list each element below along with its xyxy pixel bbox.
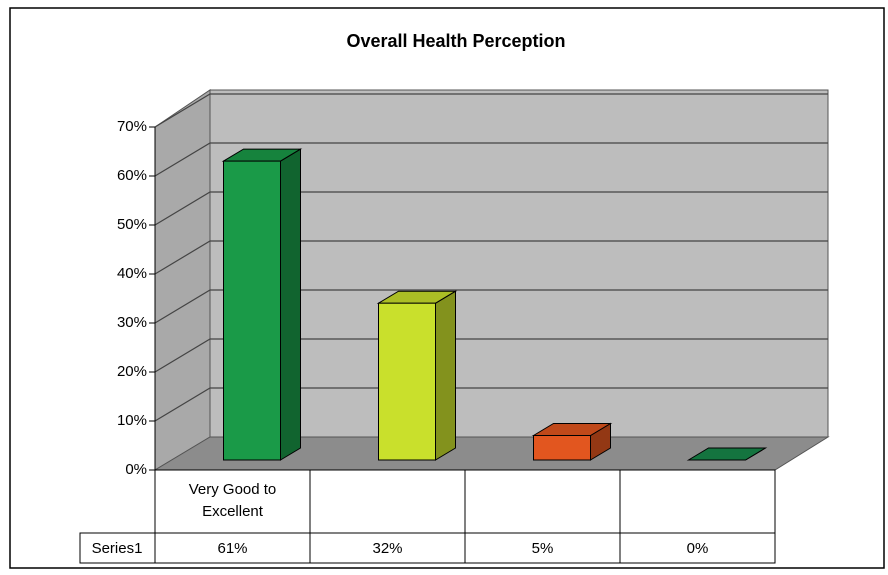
grid-line [154, 240, 828, 275]
grid-line [154, 289, 828, 324]
grid-line [154, 338, 828, 373]
grid-line [154, 387, 828, 422]
y-tick-label: 30% [117, 314, 147, 331]
category-label: Very Good to Excellent [189, 481, 277, 520]
bar [223, 160, 281, 461]
series-name: Series1 [92, 540, 143, 557]
bar [533, 435, 591, 461]
value-label: 32% [372, 540, 402, 557]
chart-title: Overall Health Perception [346, 31, 565, 51]
y-tick-label: 20% [117, 363, 147, 380]
bar-top [686, 447, 768, 461]
y-tick-label: 0% [125, 461, 147, 478]
value-label: 0% [687, 540, 709, 557]
bar [378, 302, 436, 461]
y-tick-label: 40% [117, 265, 147, 282]
y-tick-label: 60% [117, 167, 147, 184]
y-tick-label: 50% [117, 216, 147, 233]
y-tick-label: 10% [117, 412, 147, 429]
y-tick-label: 70% [117, 118, 147, 135]
grid-line [154, 191, 828, 226]
back-wall [209, 89, 829, 438]
value-label: 61% [217, 540, 247, 557]
grid-line [154, 93, 828, 128]
grid-line [154, 142, 828, 177]
bar-side [280, 148, 301, 461]
side-wall [154, 89, 211, 471]
value-label: 5% [532, 540, 554, 557]
bar-side [435, 290, 456, 461]
